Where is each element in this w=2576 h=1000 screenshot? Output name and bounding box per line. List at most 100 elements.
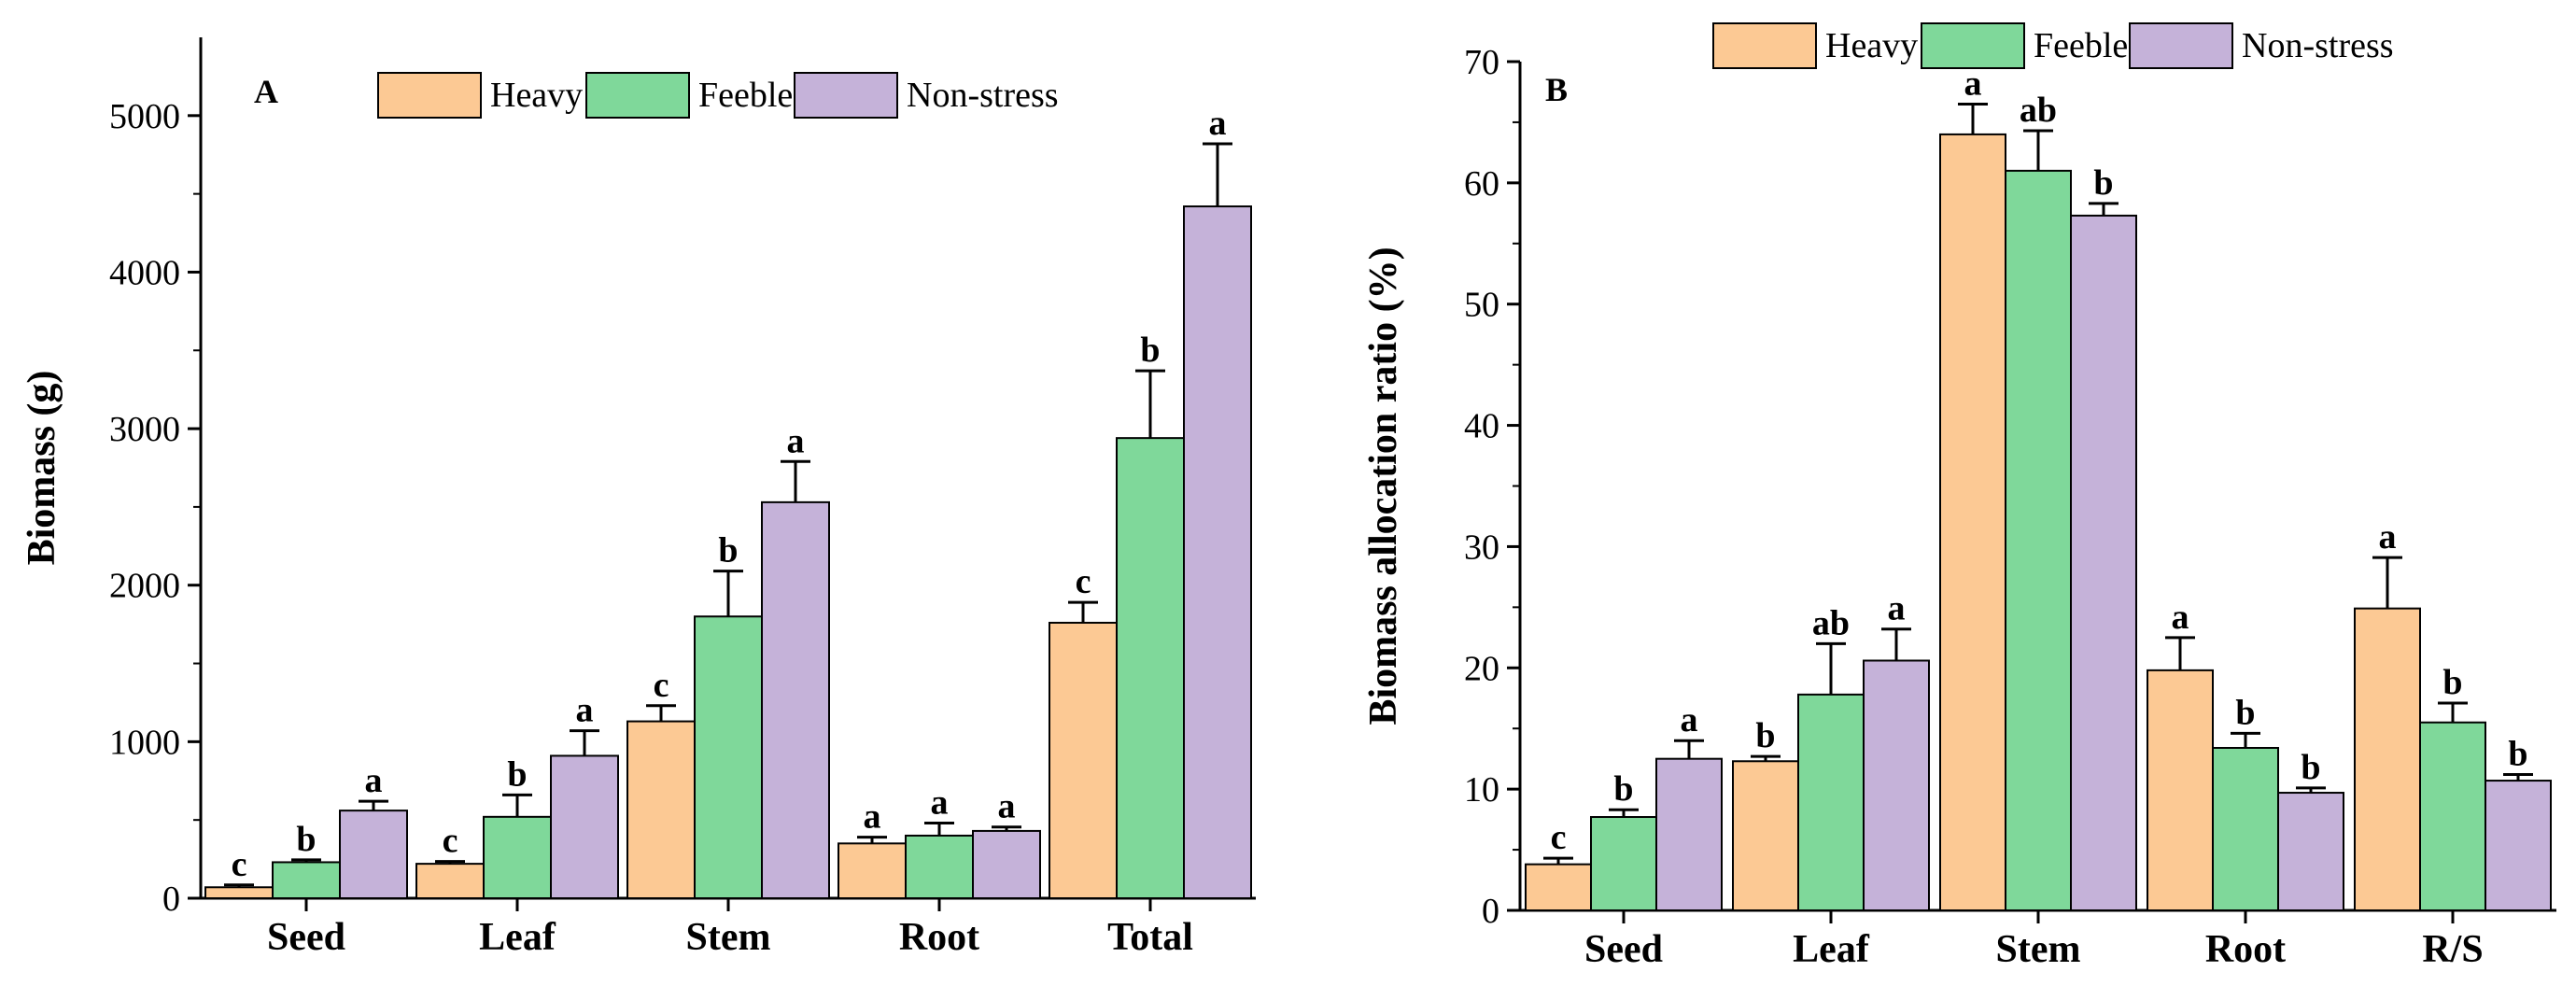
panel-a-significance-label: c — [232, 845, 247, 884]
panel-b-significance-label: b — [1613, 769, 1633, 809]
panel-a-category-label: Stem — [686, 916, 771, 959]
panel-b-bar-heavy-rs — [2354, 607, 2421, 911]
panel-a-y-tick-label: 5000 — [109, 97, 180, 136]
panel-b-significance-label: a — [1681, 700, 1698, 739]
panel-b-significance-label: a — [1888, 589, 1906, 628]
panel-a-category-label: Root — [899, 916, 979, 959]
panel-a-y-tick-label: 4000 — [109, 253, 180, 292]
panel-a-significance-label: a — [864, 797, 881, 837]
panel-a-category-label: Total — [1107, 916, 1193, 959]
panel-a-significance-label: a — [1209, 104, 1227, 143]
panel-b-y-tick-label: 10 — [1464, 770, 1499, 810]
panel-b-category-label: R/S — [2422, 928, 2483, 971]
panel-b-label: B — [1545, 71, 1568, 108]
panel-a-bar-non-stress-leaf — [550, 754, 619, 900]
panel-b-bar-feeble-leaf — [1797, 693, 1865, 912]
panel-a-bar-non-stress-stem — [761, 500, 830, 899]
panel-a-category-label: Leaf — [479, 916, 556, 959]
panel-a-y-tick-label: 1000 — [109, 723, 180, 762]
panel-a-significance-label: a — [787, 421, 805, 460]
panel-a-label: A — [254, 73, 278, 110]
panel-a-bar-heavy-root — [838, 842, 907, 899]
panel-b-bar-non-stress-root — [2277, 792, 2344, 911]
panel-a-bar-heavy-leaf — [415, 863, 485, 899]
panel-a-bar-heavy-seed — [204, 886, 274, 899]
panel-b-bar-feeble-seed — [1590, 816, 1657, 912]
panel-b-y-axis-title: Biomass allocation ratio (%) — [1362, 246, 1405, 725]
panel-a-significance-label: b — [718, 531, 738, 570]
panel-a-legend-swatch-feeble — [585, 72, 690, 119]
panel-b-legend-label-feeble: Feeble — [2034, 26, 2128, 65]
panel-a-significance-label: a — [576, 691, 594, 730]
panel-b-legend-swatch-feeble — [1921, 22, 2025, 69]
panel-b-y-tick-label: 40 — [1464, 407, 1499, 446]
panel-b-bar-heavy-seed — [1525, 863, 1592, 912]
panel-b-bar-non-stress-seed — [1655, 757, 1723, 912]
panel-b-y-tick-label: 20 — [1464, 649, 1499, 688]
panel-a-legend-label-heavy: Heavy — [490, 76, 583, 115]
panel-b-legend-swatch-non-stress — [2129, 22, 2233, 69]
panel-b-significance-label: b — [2301, 748, 2320, 787]
panel-b-bar-non-stress-leaf — [1863, 659, 1930, 911]
panel-a-bar-feeble-leaf — [483, 815, 552, 900]
panel-b-significance-label: ab — [1812, 603, 1850, 642]
panel-b-bar-feeble-rs — [2419, 721, 2486, 911]
panel-a-significance-label: b — [296, 820, 316, 859]
panel-a-significance-label: c — [1076, 562, 1091, 601]
panel-b-significance-label: b — [2235, 693, 2255, 732]
panel-a-bar-heavy-stem — [626, 720, 696, 900]
panel-b-y-tick-label: 50 — [1464, 286, 1499, 325]
panel-a-bar-non-stress-root — [972, 829, 1041, 900]
panel-a-significance-label: b — [507, 754, 527, 794]
panel-a-legend-label-feeble: Feeble — [698, 76, 793, 115]
panel-a-y-tick-label: 2000 — [109, 567, 180, 606]
panel-b-legend-label-non-stress: Non-stress — [2242, 26, 2394, 65]
panel-b-significance-label: b — [2093, 163, 2113, 203]
panel-b-category-label: Leaf — [1793, 928, 1870, 971]
panel-b-significance-label: a — [2172, 598, 2189, 637]
panel-a-y-tick-label: 3000 — [109, 410, 180, 449]
panel-b-bar-non-stress-rs — [2485, 780, 2552, 911]
panel-b-bar-heavy-leaf — [1732, 760, 1799, 911]
panel-a-bar-feeble-total — [1116, 437, 1185, 899]
panel-b-allocation-chart: 0 10 20 30 40 50 60 70 Biomass allocation ratio … — [1362, 22, 2556, 971]
panel-a-significance-label: a — [998, 787, 1016, 826]
panel-b-significance-label: a — [2379, 517, 2397, 556]
panel-b-significance-label: b — [2442, 663, 2462, 702]
panel-b-significance-label: ab — [2020, 91, 2057, 130]
panel-a-significance-label: b — [1140, 331, 1160, 370]
panel-a-significance-label: c — [443, 822, 458, 861]
panel-a-category-label: Seed — [267, 916, 345, 959]
panel-a-legend-label-non-stress: Non-stress — [907, 76, 1059, 115]
panel-a-significance-label: a — [931, 783, 949, 823]
panel-b-y-tick-label: 30 — [1464, 528, 1499, 567]
panel-a-significance-label: a — [365, 761, 383, 800]
panel-a-bar-heavy-total — [1049, 621, 1118, 900]
panel-b-legend-swatch-heavy — [1712, 22, 1817, 69]
panel-b-bar-feeble-root — [2212, 746, 2279, 912]
panel-a-bar-feeble-seed — [272, 861, 341, 900]
panel-b-category-label: Root — [2205, 928, 2286, 971]
panel-b-bar-non-stress-stem — [2070, 214, 2137, 911]
panel-a-bar-non-stress-seed — [339, 810, 408, 900]
panel-b-significance-label: b — [1755, 716, 1775, 755]
panel-b-y-tick-label: 0 — [1482, 892, 1499, 931]
panel-b-category-label: Stem — [1996, 928, 2081, 971]
panel-b-legend-label-heavy: Heavy — [1825, 26, 1918, 65]
panel-b-significance-label: a — [1964, 63, 1982, 103]
panel-b-significance-label: c — [1551, 818, 1567, 857]
panel-a-y-axis-title: Biomass (g) — [21, 371, 63, 566]
panel-b-bar-heavy-root — [2147, 669, 2214, 912]
panel-b-bar-feeble-stem — [2005, 169, 2072, 912]
panel-a-y-tick-label: 0 — [162, 880, 180, 919]
panel-a-bar-feeble-root — [905, 834, 974, 899]
panel-a-legend-swatch-non-stress — [794, 72, 898, 119]
panel-b-category-label: Seed — [1584, 928, 1663, 971]
panel-b-y-tick-label: 60 — [1464, 164, 1499, 204]
panel-b-y-tick-label: 70 — [1464, 43, 1499, 82]
panel-b-significance-label: b — [2508, 735, 2527, 774]
panel-a-bar-feeble-stem — [694, 615, 763, 899]
panel-b-bar-heavy-stem — [1939, 133, 2006, 911]
